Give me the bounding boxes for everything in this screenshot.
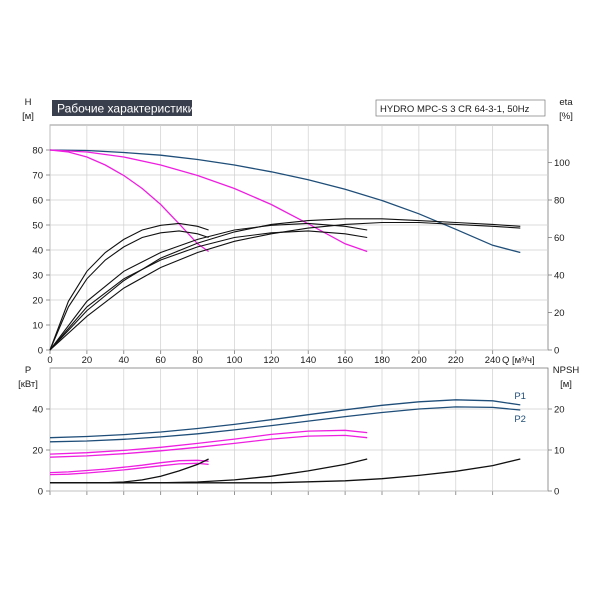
right-tick-label: 0	[554, 487, 559, 498]
x-tick-label: 120	[263, 355, 279, 366]
left-tick-label: 50	[32, 221, 43, 232]
right-axis-unit: [м]	[560, 379, 572, 390]
series-line-eta	[49, 230, 209, 351]
right-tick-label: 100	[554, 158, 570, 169]
left-axis-unit: [м]	[22, 111, 34, 122]
x-tick-label: 160	[337, 355, 353, 366]
series-label-p2: P2	[514, 414, 526, 425]
x-tick-label: 100	[227, 355, 243, 366]
plot-area	[49, 124, 549, 351]
series-line-power	[49, 459, 209, 474]
right-axis-label: eta	[559, 97, 573, 108]
left-tick-label: 0	[38, 346, 43, 357]
series-line-power	[49, 429, 368, 455]
left-tick-label: 10	[32, 321, 43, 332]
x-tick-label: 0	[47, 355, 52, 366]
right-tick-label: 10	[554, 446, 565, 457]
right-tick-label: 60	[554, 233, 565, 244]
left-tick-label: 40	[32, 246, 43, 257]
series-line-power	[49, 399, 521, 439]
series-line-eta	[49, 218, 521, 351]
left-tick-label: 40	[32, 405, 43, 416]
x-tick-label: 80	[192, 355, 203, 366]
left-tick-label: 20	[32, 446, 43, 457]
x-tick-label: 200	[411, 355, 427, 366]
series-line-eta	[49, 221, 521, 351]
left-tick-label: 20	[32, 296, 43, 307]
model-label-box	[375, 99, 546, 117]
series-line-head	[49, 149, 521, 254]
left-axis-label: H	[25, 97, 32, 108]
title-badge	[52, 100, 192, 116]
series-label-p1: P1	[514, 391, 526, 402]
x-tick-label: 240	[485, 355, 501, 366]
left-tick-label: 70	[32, 171, 43, 182]
series-line-power	[49, 434, 368, 458]
series-line-head	[49, 149, 368, 253]
x-axis-label: Q [м³/ч]	[502, 355, 535, 366]
x-tick-label: 140	[300, 355, 316, 366]
x-tick-label: 20	[82, 355, 93, 366]
right-tick-label: 40	[554, 271, 565, 282]
right-tick-label: 20	[554, 308, 565, 319]
x-tick-label: 220	[448, 355, 464, 366]
left-axis-unit: [кВт]	[18, 379, 38, 390]
model-label: HYDRO MPC-S 3 CR 64-3-1, 50Hz	[380, 104, 530, 115]
series-line-npsh	[50, 458, 209, 484]
right-tick-label: 0	[554, 346, 559, 357]
series-line-eta	[49, 230, 368, 351]
left-tick-label: 0	[38, 487, 43, 498]
x-tick-label: 40	[118, 355, 129, 366]
title-badge-text: Рабочие характеристики	[57, 102, 194, 116]
right-axis-label: NPSH	[553, 365, 580, 376]
bottom-panel: 0 20 40 0 10 20 P [кВт] NPSH [м] P1 P2	[18, 365, 579, 498]
series-line-eta	[49, 222, 368, 351]
series-line-head	[49, 149, 209, 253]
right-tick-label: 20	[554, 405, 565, 416]
left-axis-label: P	[25, 365, 31, 376]
right-tick-label: 80	[554, 196, 565, 207]
series-line-npsh	[50, 458, 368, 484]
left-tick-label: 80	[32, 146, 43, 157]
top-panel: 0 20 40 60 80 100 120 140 160 180 200 220 2400102030…	[22, 97, 573, 366]
x-tick-label: 60	[155, 355, 166, 366]
series-line-power	[49, 462, 209, 476]
left-tick-label: 30	[32, 271, 43, 282]
left-tick-label: 60	[32, 196, 43, 207]
x-tick-label: 180	[374, 355, 390, 366]
series-line-power	[49, 406, 521, 443]
right-axis-unit: [%]	[559, 111, 573, 122]
series-line-eta	[49, 222, 209, 351]
